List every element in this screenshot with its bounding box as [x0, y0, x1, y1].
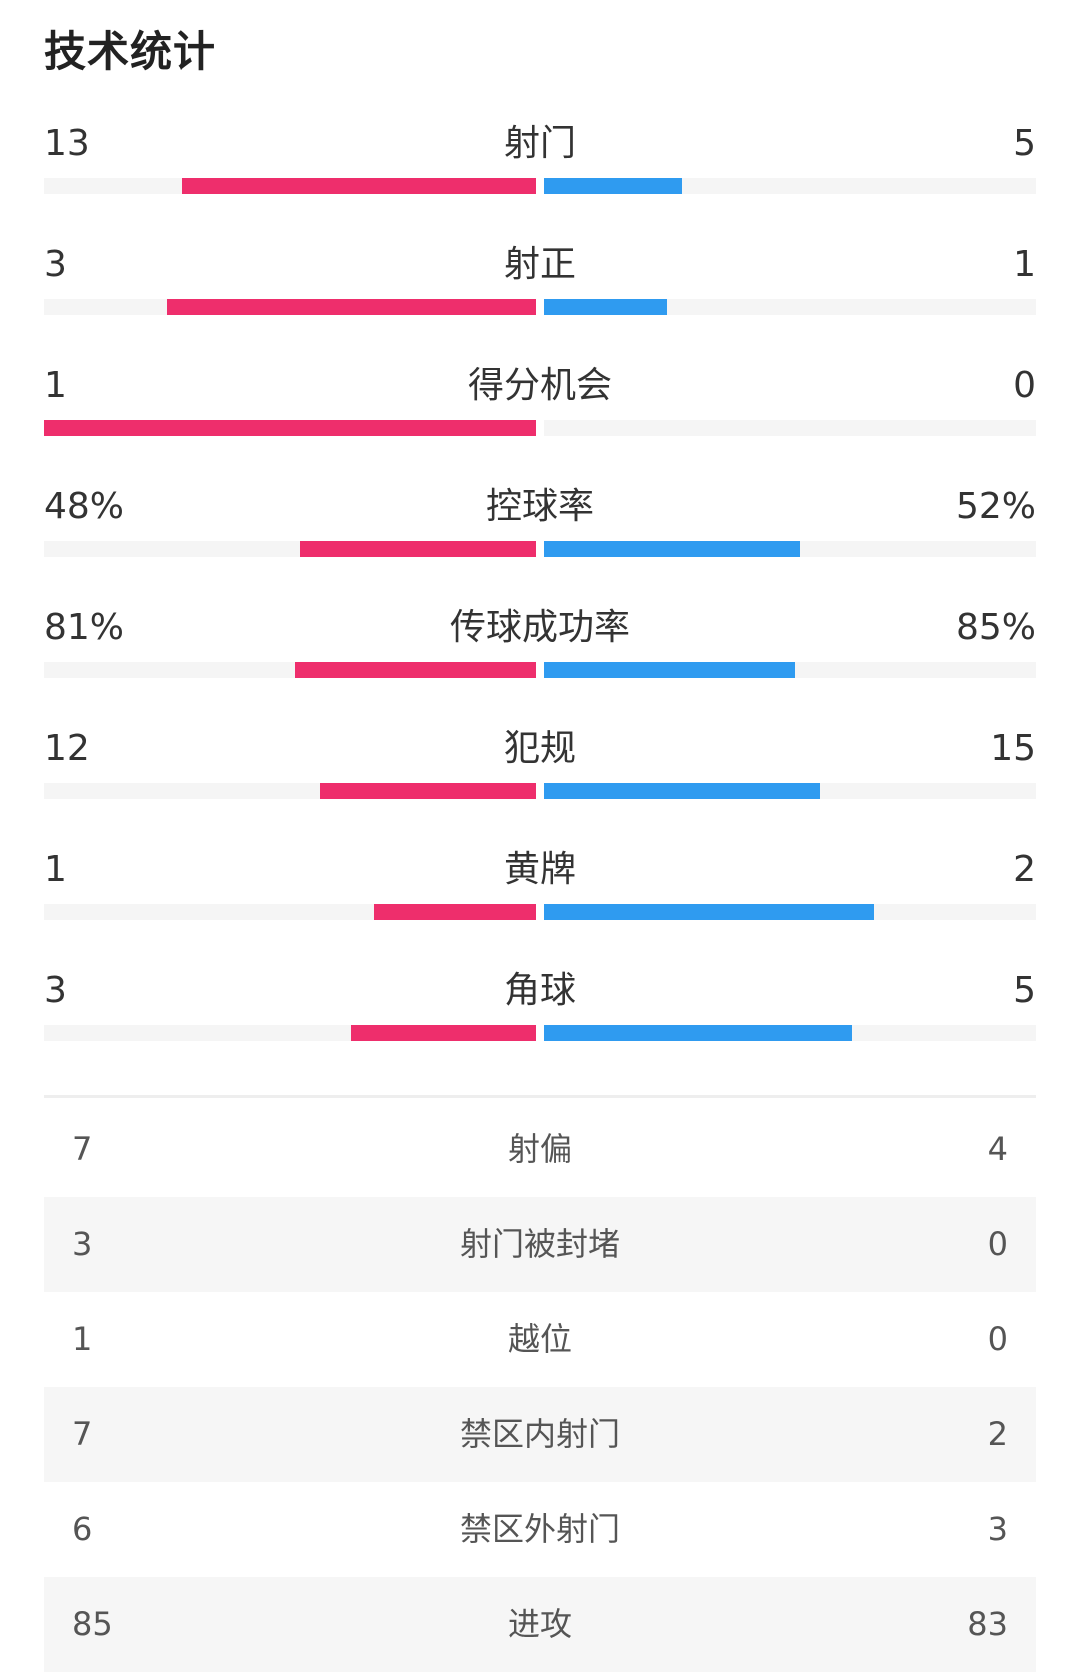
- stat-label: 越位: [507, 1320, 572, 1358]
- away-value: 52%: [955, 486, 1036, 527]
- stat-label: 得分机会: [467, 365, 612, 406]
- home-bar: [44, 420, 536, 436]
- away-value: 0: [987, 1225, 1008, 1263]
- away-value: 0: [987, 1320, 1008, 1358]
- stat-row: 13 射门 5: [0, 112, 1080, 233]
- home-bar: [351, 1025, 536, 1041]
- home-value: 1: [72, 1320, 93, 1358]
- away-value: 0: [1013, 365, 1036, 406]
- stat-label: 传球成功率: [449, 607, 630, 648]
- away-bar: [544, 299, 667, 315]
- home-bar-track: [44, 299, 536, 315]
- home-bar: [182, 178, 536, 194]
- home-value: 6: [72, 1510, 93, 1548]
- stat-row: 81% 传球成功率 85%: [0, 596, 1080, 717]
- away-bar: [544, 662, 795, 678]
- stat-label: 角球: [503, 970, 576, 1011]
- away-value: 5: [1013, 123, 1036, 164]
- away-bar-track: [544, 783, 1036, 799]
- stat-label: 进攻: [507, 1605, 572, 1643]
- away-bar-track: [544, 420, 1036, 436]
- away-value: 3: [987, 1510, 1008, 1548]
- home-bar: [320, 783, 536, 799]
- stat-label: 禁区外射门: [459, 1510, 620, 1548]
- home-bar-track: [44, 1025, 536, 1041]
- away-bar-track: [544, 178, 1036, 194]
- stat-label: 禁区内射门: [459, 1415, 620, 1453]
- stat-label: 射正: [503, 244, 576, 285]
- away-value: 2: [1013, 849, 1036, 890]
- section-divider: [44, 1095, 1036, 1098]
- away-bar: [544, 783, 820, 799]
- stat-label: 犯规: [503, 728, 576, 769]
- away-bar: [544, 1025, 852, 1041]
- stat-row: 1 得分机会 0: [0, 354, 1080, 475]
- home-value: 1: [44, 849, 67, 890]
- table-row: 85 进攻 83: [44, 1577, 1036, 1672]
- away-bar-track: [544, 904, 1036, 920]
- stat-row: 48% 控球率 52%: [0, 475, 1080, 596]
- home-bar: [167, 299, 536, 315]
- home-value: 3: [44, 244, 67, 285]
- away-bar-track: [544, 541, 1036, 557]
- away-value: 15: [990, 728, 1036, 769]
- stat-row: 3 角球 5: [0, 959, 1080, 1080]
- stat-label: 射门: [503, 123, 576, 164]
- away-bar-track: [544, 299, 1036, 315]
- page-title: 技术统计: [44, 27, 217, 76]
- away-bar: [544, 904, 874, 920]
- stat-label: 射门被封堵: [459, 1225, 620, 1263]
- home-value: 7: [72, 1415, 93, 1453]
- away-value: 85%: [955, 607, 1036, 648]
- home-value: 48%: [44, 486, 125, 527]
- away-value: 5: [1013, 970, 1036, 1011]
- away-bar-track: [544, 1025, 1036, 1041]
- home-bar-track: [44, 783, 536, 799]
- home-value: 3: [44, 970, 67, 1011]
- table-row: 7 禁区内射门 2: [44, 1387, 1036, 1482]
- away-bar: [544, 541, 800, 557]
- home-bar: [300, 541, 536, 557]
- home-value: 12: [44, 728, 90, 769]
- stat-row: 12 犯规 15: [0, 717, 1080, 838]
- away-bar-track: [544, 662, 1036, 678]
- away-value: 1: [1013, 244, 1036, 285]
- home-bar-track: [44, 904, 536, 920]
- stat-label: 控球率: [485, 486, 594, 527]
- home-bar-track: [44, 420, 536, 436]
- away-value: 2: [987, 1415, 1008, 1453]
- home-value: 7: [72, 1130, 93, 1168]
- stat-row: 3 射正 1: [0, 233, 1080, 354]
- table-row: 7 射偏 4: [44, 1102, 1036, 1197]
- home-bar-track: [44, 178, 536, 194]
- away-bar: [544, 178, 682, 194]
- home-value: 1: [44, 365, 67, 406]
- home-value: 81%: [44, 607, 125, 648]
- home-value: 85: [72, 1605, 113, 1643]
- home-value: 3: [72, 1225, 93, 1263]
- table-row: 1 越位 0: [44, 1292, 1036, 1387]
- home-bar: [295, 662, 536, 678]
- away-value: 4: [987, 1130, 1008, 1168]
- stat-row: 1 黄牌 2: [0, 838, 1080, 959]
- home-value: 13: [44, 123, 90, 164]
- table-row: 3 射门被封堵 0: [44, 1197, 1036, 1292]
- table-row: 6 禁区外射门 3: [44, 1482, 1036, 1577]
- home-bar-track: [44, 541, 536, 557]
- home-bar-track: [44, 662, 536, 678]
- home-bar: [374, 904, 536, 920]
- stat-label: 黄牌: [503, 849, 576, 890]
- away-value: 83: [967, 1605, 1008, 1643]
- stat-label: 射偏: [507, 1130, 572, 1168]
